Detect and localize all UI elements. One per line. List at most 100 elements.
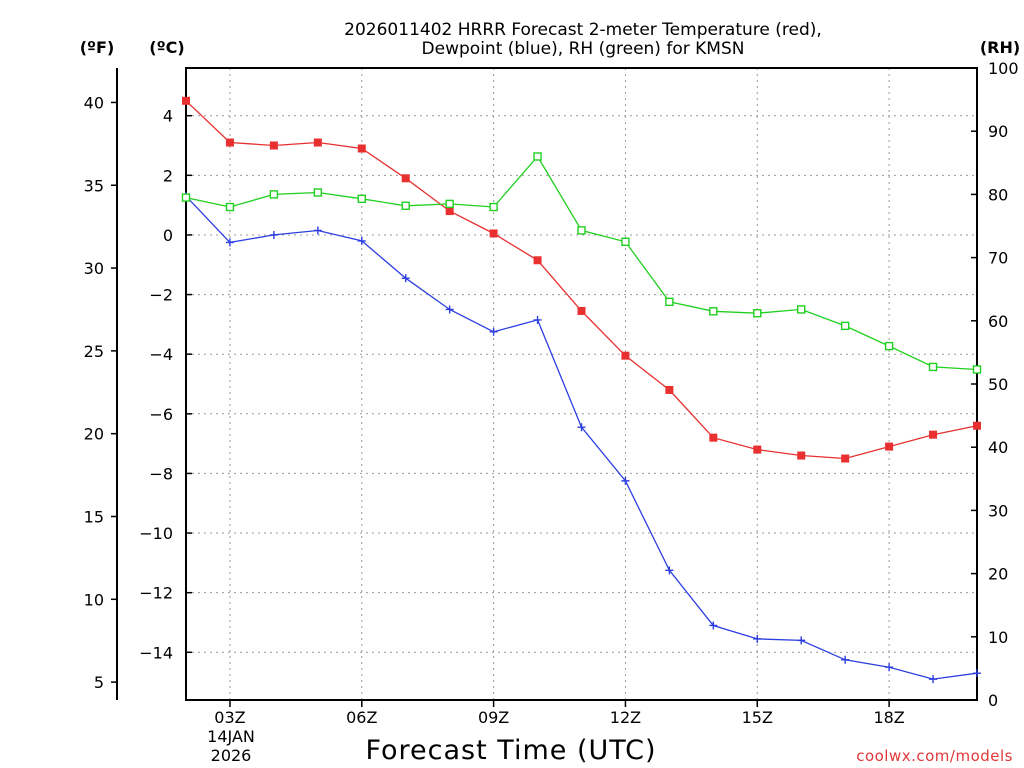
rh-point (840, 321, 850, 331)
rh-point (884, 341, 894, 351)
x-tick-label: 18Z (873, 708, 904, 727)
series-rh (181, 152, 982, 374)
f-tick-label: 10 (84, 590, 104, 609)
temperature-point (225, 138, 234, 147)
dewpoint-point (753, 634, 762, 643)
rh-point (401, 201, 410, 210)
x-tick-label: 03Z (214, 708, 245, 727)
temperature-point (401, 174, 410, 183)
temperature-point (665, 385, 674, 394)
x-tick-label: 12Z (610, 708, 641, 727)
rh-tick-label: 50 (988, 375, 1008, 394)
x-tick-label: 09Z (478, 708, 509, 727)
x-axis-title: Forecast Time (UTC) (365, 735, 656, 766)
series-dewpoint (182, 192, 981, 684)
rh-tick-label: 70 (988, 249, 1008, 268)
gridlines (186, 68, 977, 700)
temperature-point (709, 433, 718, 442)
f-tick-label: 30 (84, 259, 104, 278)
temperature-point (313, 138, 322, 147)
c-tick-label: 0 (163, 226, 173, 245)
c-tick-label: −8 (149, 464, 173, 483)
dewpoint-point (225, 238, 234, 247)
temperature-point (973, 421, 981, 430)
rh-tick-label: 30 (988, 501, 1008, 520)
rh-point (445, 199, 454, 209)
f-tick-label: 5 (94, 673, 104, 692)
chart-title-line1: 2026011402 HRRR Forecast 2-meter Tempera… (344, 20, 822, 40)
dewpoint-point (489, 327, 498, 336)
rh-point (928, 362, 938, 372)
rh-point (533, 152, 542, 161)
dewpoint-point (357, 236, 366, 245)
dewpoint-point (269, 230, 278, 239)
f-tick-label: 20 (84, 425, 104, 444)
dewpoint-point (665, 566, 674, 575)
c-tick-label: −6 (149, 405, 173, 424)
date-label-day: 14JAN (207, 727, 255, 746)
rh-point (269, 190, 279, 199)
watermark: coolwx.com/models (856, 747, 1013, 765)
temperature-point (577, 306, 586, 315)
dewpoint-point (709, 621, 718, 630)
rh-tick-label: 100 (988, 59, 1019, 78)
rh-tick-label: 0 (988, 691, 998, 710)
rh-point (972, 365, 982, 374)
x-tick-label: 15Z (742, 708, 773, 727)
plot-frame (185, 67, 978, 701)
dewpoint-point (621, 476, 630, 485)
rh-point (665, 297, 674, 307)
rh-point (577, 226, 586, 235)
temperature-point (753, 445, 762, 454)
c-tick-label: −4 (149, 345, 173, 364)
c-tick-label: −2 (149, 286, 173, 305)
dewpoint-point (929, 675, 938, 684)
temperature-point (621, 351, 630, 360)
rh-tick-label: 60 (988, 312, 1008, 331)
dewpoint-point (577, 423, 586, 432)
rh-point (357, 194, 366, 204)
rh-point (797, 305, 806, 314)
chart-title-line2: Dewpoint (blue), RH (green) for KMSN (422, 39, 745, 59)
rh-tick-label: 20 (988, 565, 1008, 584)
time-axis: 03Z 06Z 09Z 12Z 15Z 18Z (214, 700, 905, 727)
rh-point (621, 237, 630, 247)
temperature-point (357, 144, 366, 153)
temperature-point (533, 256, 542, 265)
dewpoint-point (445, 305, 454, 314)
temperature-point (445, 207, 454, 216)
rh-point (225, 202, 235, 212)
series-temperature (182, 96, 981, 463)
series-line-dewpoint (185, 195, 978, 680)
fahrenheit-axis-label: (ºF) (80, 38, 115, 57)
rh-point (753, 309, 762, 318)
f-tick-label: 25 (84, 342, 104, 361)
date-label-year: 2026 (211, 746, 252, 765)
celsius-axis-label: (ºC) (149, 38, 184, 57)
rh-point (313, 188, 323, 197)
temperature-point (885, 442, 894, 451)
dewpoint-point (401, 274, 410, 283)
f-tick-label: 15 (84, 507, 104, 526)
x-tick-label: 06Z (346, 708, 377, 727)
temperature-point (841, 454, 850, 463)
c-tick-label: 4 (163, 107, 173, 126)
c-tick-label: −12 (139, 584, 173, 603)
dewpoint-point (885, 663, 894, 672)
celsius-axis: 4 2 0 −2 −4 −6 −8 −10 −12 −14 (139, 107, 192, 662)
rh-point (489, 202, 498, 212)
temperature-point (929, 430, 938, 439)
rh-tick-label: 90 (988, 122, 1008, 141)
series-layer (181, 96, 982, 684)
temperature-point (489, 229, 498, 238)
fahrenheit-axis: 40 35 30 25 20 15 10 5 (84, 93, 117, 692)
rh-tick-label: 40 (988, 438, 1008, 457)
rh-axis-label: (RH) (980, 38, 1020, 57)
dewpoint-point (973, 669, 981, 678)
temperature-point (797, 451, 806, 460)
temperature-point (182, 96, 190, 105)
series-line-rh (185, 155, 978, 371)
rh-tick-label: 80 (988, 185, 1008, 204)
